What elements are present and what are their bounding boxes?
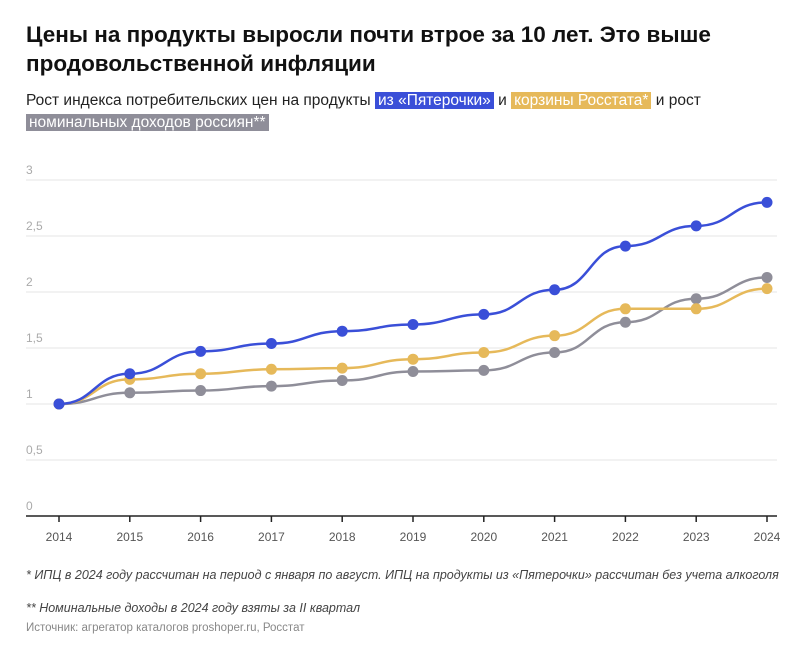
data-point: [407, 353, 419, 365]
data-point: [690, 303, 702, 315]
data-point: [619, 303, 631, 315]
source: Источник: агрегатор каталогов proshoper.…: [26, 622, 305, 634]
chart-title: Цены на продукты выросли почти втрое за …: [26, 22, 711, 76]
data-point: [124, 387, 136, 399]
data-point: [761, 271, 773, 283]
x-tick-label: 2020: [470, 530, 497, 544]
legend-rosstat: корзины Росстата*: [511, 92, 652, 109]
y-tick-label: 2: [26, 275, 33, 289]
y-tick-label: 0,5: [26, 443, 43, 457]
x-tick-label: 2014: [46, 530, 73, 544]
data-point: [53, 398, 65, 410]
x-tick-label: 2021: [541, 530, 568, 544]
data-point: [336, 325, 348, 337]
y-tick-label: 3: [26, 163, 33, 177]
data-point: [265, 363, 277, 375]
x-tick-label: 2018: [329, 530, 356, 544]
data-point: [478, 308, 490, 320]
data-point: [124, 368, 136, 380]
data-point: [690, 220, 702, 232]
data-point: [549, 346, 561, 358]
x-tick-label: 2023: [683, 530, 710, 544]
y-tick-label: 0: [26, 499, 33, 513]
data-point: [195, 368, 207, 380]
data-point: [619, 240, 631, 252]
subtitle-text: и рост: [651, 92, 701, 109]
data-point: [265, 338, 277, 350]
data-point: [195, 345, 207, 357]
y-tick-label: 2,5: [26, 219, 43, 233]
footnote-1: * ИПЦ в 2024 году рассчитан на период с …: [26, 568, 779, 582]
data-point: [407, 366, 419, 378]
x-tick-label: 2017: [258, 530, 285, 544]
data-point: [761, 196, 773, 208]
data-point: [549, 284, 561, 296]
y-tick-label: 1: [26, 387, 33, 401]
legend-income: номинальных доходов россиян**: [26, 114, 269, 131]
data-point: [619, 316, 631, 328]
x-tick-label: 2016: [187, 530, 214, 544]
x-tick-label: 2022: [612, 530, 639, 544]
chart-subtitle: Рост индекса потребительских цен на прод…: [26, 90, 786, 134]
data-point: [478, 346, 490, 358]
data-point: [478, 364, 490, 376]
x-tick-label: 2019: [400, 530, 427, 544]
data-point: [407, 318, 419, 330]
data-point: [195, 385, 207, 397]
footnote-2: ** Номинальные доходы в 2024 году взяты …: [26, 601, 361, 615]
x-tick-label: 2015: [116, 530, 143, 544]
subtitle-text: Рост индекса потребительских цен на прод…: [26, 92, 375, 109]
data-point: [549, 330, 561, 342]
series-line: [58, 287, 768, 406]
data-point: [265, 380, 277, 392]
y-tick-label: 1,5: [26, 331, 43, 345]
series-line: [58, 276, 768, 406]
legend-pyaterochka: из «Пятерочки»: [375, 92, 494, 109]
data-point: [336, 374, 348, 386]
data-point: [336, 362, 348, 374]
data-point: [690, 293, 702, 305]
x-tick-label: 2024: [754, 530, 781, 544]
data-point: [761, 283, 773, 295]
subtitle-text: и: [493, 92, 512, 109]
